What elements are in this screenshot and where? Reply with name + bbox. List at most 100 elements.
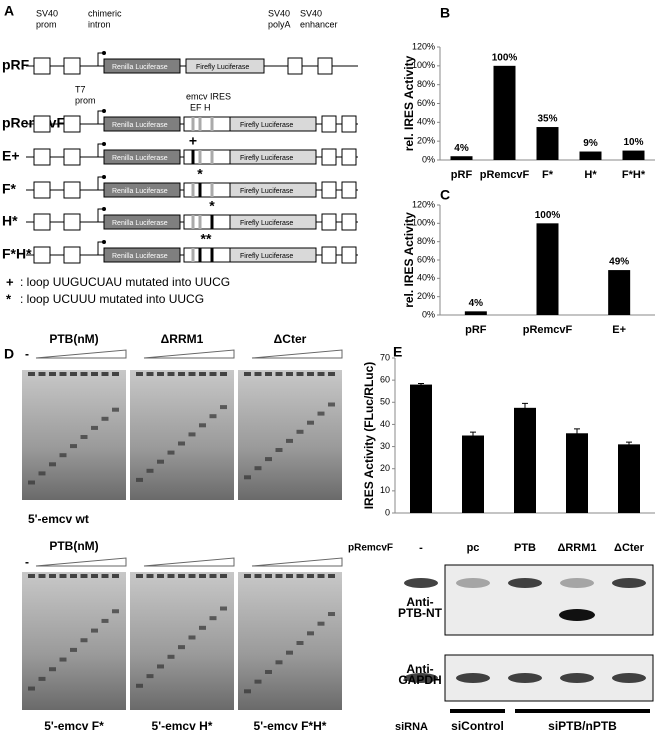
gel-well bbox=[265, 574, 272, 578]
panel-label: E bbox=[393, 344, 402, 360]
gel-band bbox=[49, 462, 56, 467]
legend-text: : loop UUGUCUAU mutated into UUCG bbox=[20, 275, 230, 289]
renilla-box bbox=[103, 182, 181, 198]
bar bbox=[608, 270, 631, 315]
value-label: 100% bbox=[535, 210, 561, 221]
bar bbox=[536, 223, 559, 315]
element-box bbox=[33, 115, 51, 133]
renilla-box bbox=[103, 247, 181, 263]
gel-well bbox=[307, 372, 314, 376]
gel-band bbox=[317, 411, 325, 416]
construct-name: H* bbox=[2, 213, 18, 229]
gel-well bbox=[28, 372, 35, 376]
gel-well bbox=[146, 574, 154, 578]
gel-band bbox=[136, 477, 143, 482]
gel-band bbox=[220, 405, 227, 410]
ires-stripe bbox=[210, 248, 214, 262]
gel-band bbox=[220, 606, 227, 611]
ires-box bbox=[183, 247, 231, 263]
gel-band bbox=[80, 435, 88, 439]
legend-text: : loop UCUUU mutated into UUCG bbox=[20, 292, 204, 306]
element-box bbox=[321, 246, 337, 264]
y-tick-label: 70 bbox=[380, 352, 390, 362]
gel-well bbox=[328, 372, 335, 376]
gel-image bbox=[22, 572, 126, 710]
gel-well bbox=[59, 574, 67, 578]
blot-band bbox=[508, 673, 542, 683]
panel-label: B bbox=[440, 5, 450, 21]
element-box bbox=[287, 57, 303, 75]
probe-label: 5'-emcv F*H* bbox=[254, 719, 327, 733]
value-label: 9% bbox=[583, 138, 598, 149]
gel-well bbox=[209, 372, 217, 376]
ires-stripe bbox=[191, 183, 195, 197]
firefly-box bbox=[185, 58, 265, 74]
ires-stripe bbox=[191, 117, 195, 131]
gel-well bbox=[167, 372, 175, 376]
y-tick-label: 60% bbox=[417, 98, 435, 108]
gel-label: PTB(nM) bbox=[49, 332, 98, 346]
gel-well bbox=[286, 574, 293, 578]
probe-label: 5'-emcv F* bbox=[44, 719, 104, 733]
gel-well bbox=[244, 372, 251, 376]
blot-band bbox=[560, 673, 594, 683]
gel-image bbox=[238, 370, 342, 500]
renilla-box bbox=[103, 214, 181, 230]
gel-band bbox=[209, 414, 217, 419]
firefly-label: Firefly Luciferase bbox=[240, 122, 293, 129]
gel-well bbox=[199, 372, 206, 376]
y-tick-label: 50 bbox=[380, 397, 390, 407]
gel-well bbox=[328, 574, 335, 578]
y-tick-label: 120% bbox=[412, 199, 435, 209]
gel-well bbox=[146, 372, 154, 376]
x-tick-label: F*H* bbox=[622, 169, 646, 181]
gel-band bbox=[136, 683, 143, 688]
element-box bbox=[63, 213, 81, 231]
x-tick-label: - bbox=[419, 542, 423, 554]
bar bbox=[464, 311, 487, 315]
blot-label: PTB-NT bbox=[398, 606, 443, 620]
gel-band bbox=[307, 631, 314, 636]
gel-well bbox=[286, 372, 293, 376]
header-label: enhancer bbox=[300, 19, 338, 29]
firefly-box bbox=[229, 214, 317, 230]
y-tick-label: 0% bbox=[422, 309, 435, 319]
gel-band bbox=[254, 466, 262, 471]
gel-well bbox=[296, 372, 304, 376]
panel-label: C bbox=[440, 187, 450, 203]
renilla-box bbox=[103, 149, 181, 165]
gel-band bbox=[38, 676, 46, 681]
bar bbox=[514, 407, 536, 513]
header-label: prom bbox=[75, 95, 96, 105]
y-tick-label: 80% bbox=[417, 79, 435, 89]
ires-stripe bbox=[198, 150, 202, 164]
error-bar bbox=[522, 402, 528, 413]
gel-well bbox=[70, 574, 77, 578]
gel-well bbox=[136, 372, 143, 376]
gel-well bbox=[220, 574, 227, 578]
x-tick-label: ΔCter bbox=[614, 542, 645, 554]
x-tick-label: pRemcvF bbox=[480, 169, 530, 181]
gel-well bbox=[265, 372, 272, 376]
gel-band bbox=[307, 420, 314, 425]
blot-label: Anti- bbox=[406, 662, 433, 676]
gel-band bbox=[91, 628, 98, 633]
promoter-arrow bbox=[97, 208, 104, 222]
gel-band bbox=[265, 669, 272, 674]
legend-symbol: + bbox=[6, 274, 14, 289]
blot-label: Anti- bbox=[406, 595, 433, 609]
y-tick-label: 0 bbox=[385, 507, 390, 517]
gel-well bbox=[136, 574, 143, 578]
y-tick-label: 20% bbox=[417, 136, 435, 146]
value-label: 4% bbox=[469, 298, 484, 309]
firefly-box bbox=[229, 116, 317, 132]
concentration-wedge bbox=[143, 557, 235, 567]
gel-well bbox=[157, 574, 164, 578]
group-bar bbox=[450, 709, 505, 713]
ires-stripe bbox=[191, 215, 195, 229]
ires-stripe bbox=[191, 150, 195, 164]
gel-well bbox=[307, 574, 314, 578]
firefly-label: Firefly Luciferase bbox=[240, 188, 293, 195]
gel-band bbox=[199, 423, 206, 428]
gel-band bbox=[157, 459, 164, 464]
